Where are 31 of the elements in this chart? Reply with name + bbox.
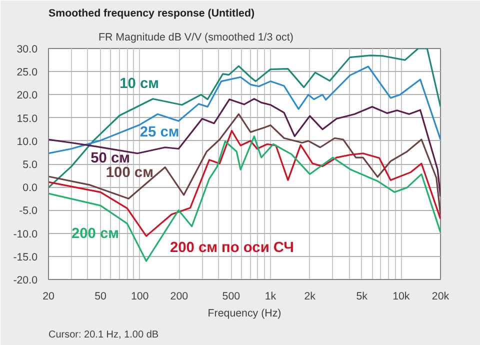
y-tick-label: 25.0 [16,66,38,79]
x-tick-label: 200 [170,290,188,302]
x-tick-label: 5k [356,290,368,302]
y-tick-label: 0.0 [22,182,38,194]
y-tick-label: -5.0 [19,205,38,218]
x-tick-label: 20 [42,290,54,302]
text: Cursor: 20.1 Hz, 1.00 dB [48,330,159,340]
series-label: 200 см [72,226,120,242]
x-tick-label: 20k [432,290,450,302]
x-tick-label: 100 [130,290,149,302]
series-label: 200 см по оси СЧ [170,240,294,256]
series-label: 50 см [90,150,130,166]
y-tick-label: -20.0 [13,274,38,286]
y-tick-label: 20.0 [16,90,38,102]
series-label: 100 см [106,165,154,182]
y-tick-label: -10.0 [13,228,38,240]
chart-subtitle: Smoothed frequency response (Untitled) [48,8,255,20]
series-label: 10 см [120,76,159,92]
y-tick-label: -15.0 [13,251,38,264]
x-tick-label: 2k [304,290,316,302]
x-tick-label: 50 [94,290,106,302]
series-label: 25 см [140,124,180,141]
y-tick-label: 30.0 [16,44,38,56]
x-axis-title: Frequency (Hz) [208,308,282,320]
x-tick-label: 10k [392,290,410,302]
y-tick-label: 10.0 [16,136,38,148]
chart-title: FR Magnitude dB V/V (smoothed 1/3 oct) [98,32,294,44]
x-tick-label: 500 [222,290,240,302]
y-tick-label: 15.0 [16,112,38,125]
x-tick-label: 1k [264,290,277,302]
y-tick-label: 5.0 [22,159,38,171]
